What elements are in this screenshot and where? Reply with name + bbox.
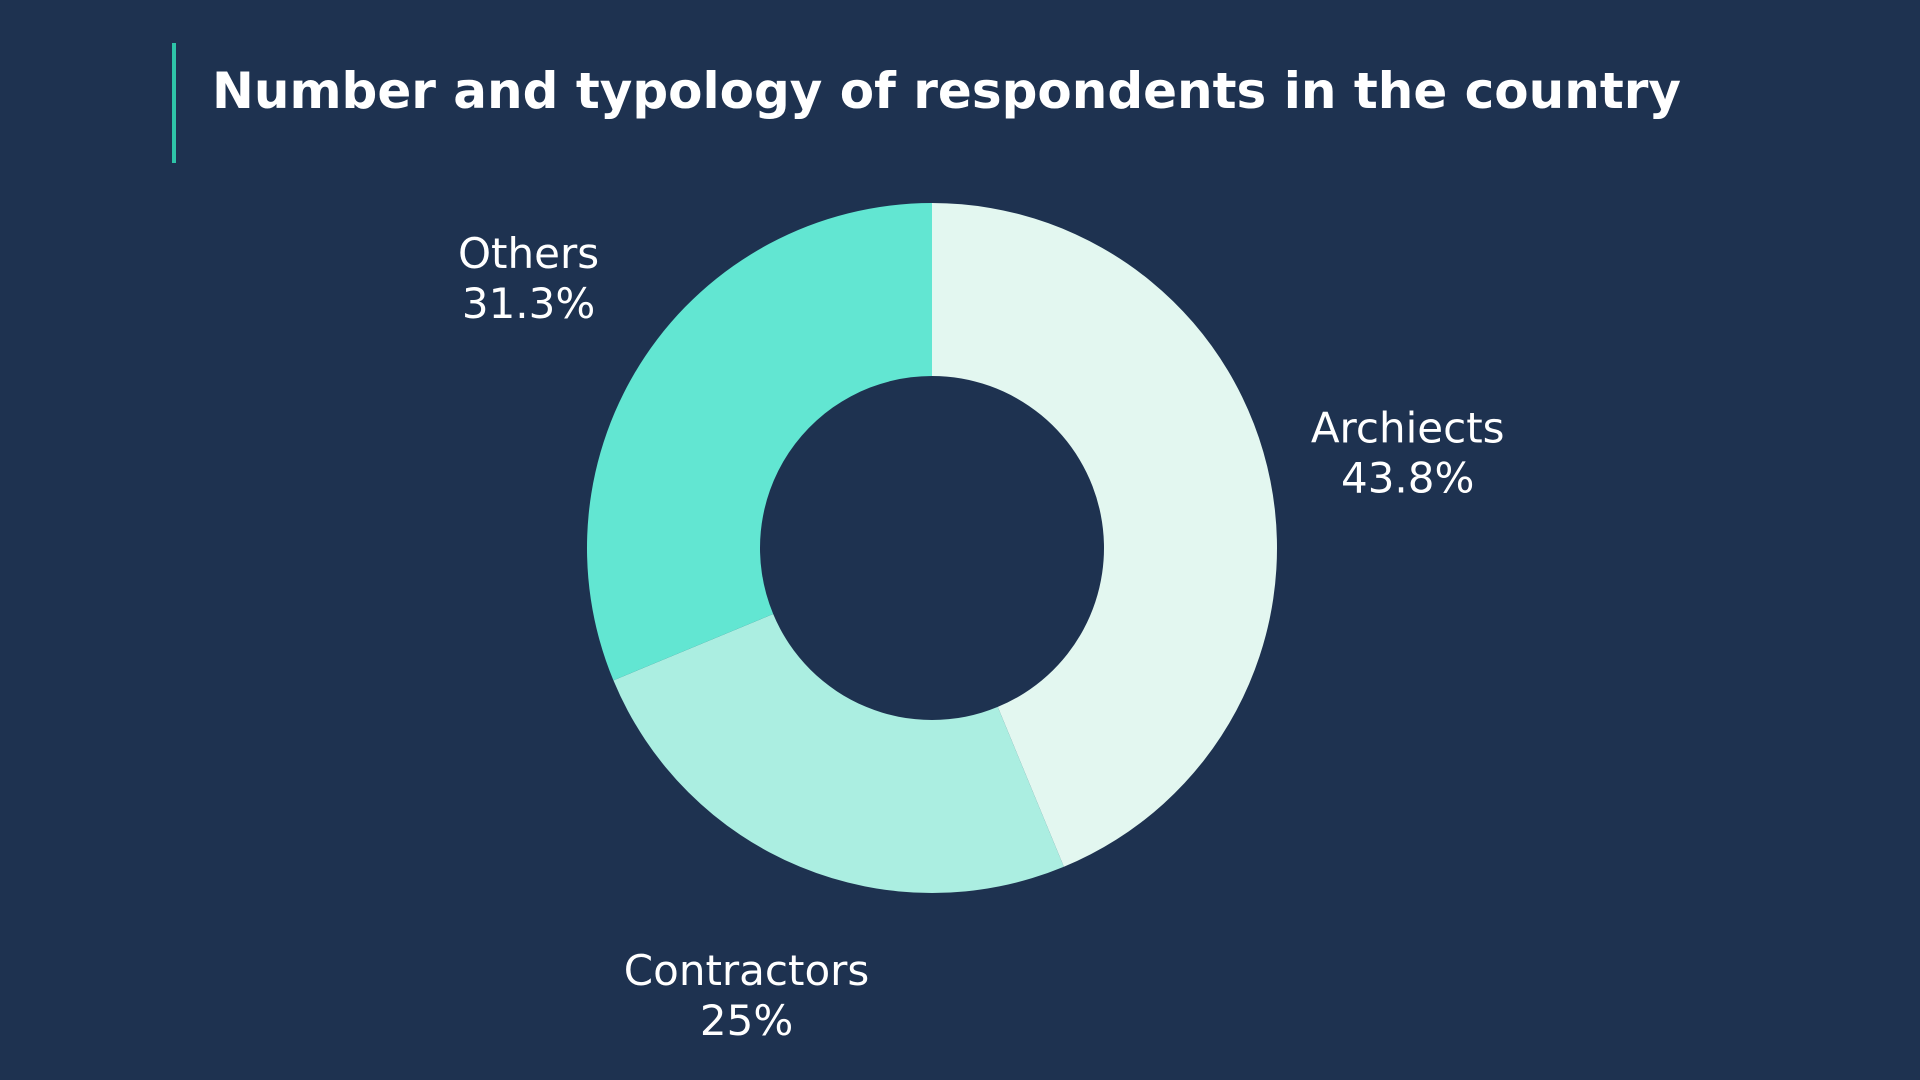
slice-label-others: Others: [458, 229, 599, 278]
slice-contractors: [613, 614, 1064, 893]
slice-label-contractors: Contractors: [624, 946, 870, 995]
slice-value-others: 31.3%: [462, 279, 595, 328]
slice-value-archiects: 43.8%: [1341, 453, 1474, 502]
slice-label-archiects: Archiects: [1311, 403, 1505, 452]
title-accent-bar: [172, 43, 176, 163]
chart-title: Number and typology of respondents in th…: [212, 62, 1681, 120]
slice-archiects: [932, 203, 1278, 867]
slice-others: [587, 203, 932, 681]
donut-slices: [587, 203, 1278, 893]
slice-value-contractors: 25%: [700, 996, 793, 1045]
